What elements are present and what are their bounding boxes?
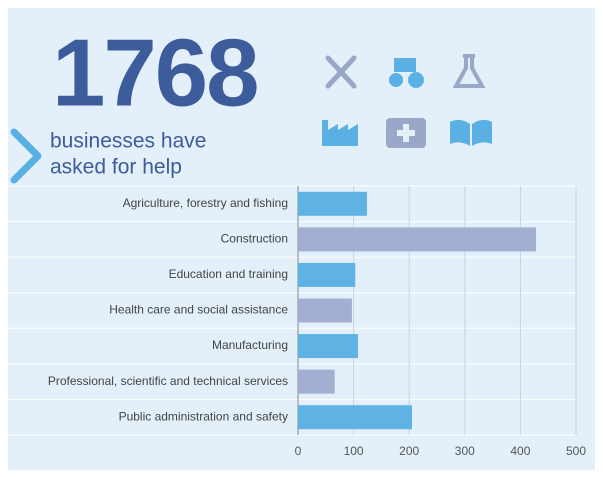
x-tick-label: 400 — [510, 444, 530, 458]
bar — [298, 262, 356, 287]
y-tick-label: Construction — [221, 232, 288, 246]
y-tick-label: Public administration and safety — [119, 409, 288, 423]
x-tick-label: 0 — [295, 444, 302, 458]
subtitle-line: asked for help — [50, 156, 182, 179]
bar — [298, 298, 352, 323]
x-tick-label: 300 — [455, 444, 475, 458]
bar — [298, 227, 536, 252]
tools-icon — [325, 55, 357, 89]
chevron — [10, 128, 42, 184]
flask-icon — [452, 54, 486, 88]
book-icon — [450, 119, 492, 146]
bar — [298, 334, 359, 359]
x-tick-label: 500 — [566, 444, 586, 458]
icons — [322, 54, 492, 148]
bar — [298, 191, 367, 216]
factory-icon — [322, 120, 358, 146]
y-tick-label: Professional, scientific and technical s… — [48, 374, 288, 388]
y-tick-label: Health care and social assistance — [109, 303, 288, 317]
y-tick-label: Education and training — [169, 267, 288, 281]
x-tick-label: 200 — [399, 444, 419, 458]
bar — [298, 405, 412, 430]
medkit-icon — [386, 118, 426, 148]
x-tick-label: 100 — [344, 444, 364, 458]
headline: 1768 — [52, 19, 258, 126]
bar — [298, 369, 335, 394]
y-tick-label: Manufacturing — [212, 338, 288, 352]
tractor-icon — [389, 58, 424, 88]
y-tick-label: Agriculture, forestry and fishing — [123, 196, 288, 210]
subtitle-line: businesses have — [50, 130, 206, 153]
